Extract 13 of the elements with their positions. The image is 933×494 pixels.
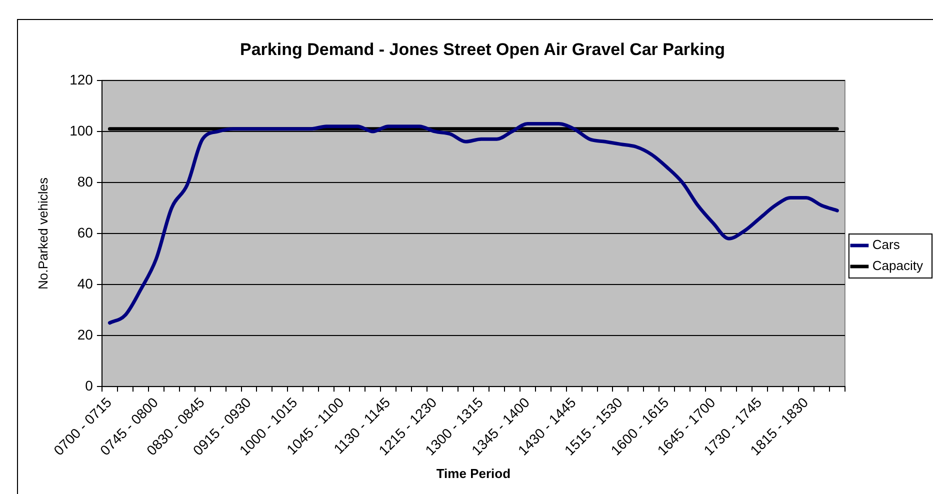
y-tick-label: 40: [77, 275, 94, 292]
legend-label: Cars: [872, 237, 900, 252]
y-tick-label: 20: [77, 326, 94, 342]
y-tick-label: 60: [77, 224, 94, 240]
chart-title: Parking Demand - Jones Street Open Air Gravel Car Parking: [240, 40, 725, 59]
y-tick-label: 120: [70, 71, 94, 88]
y-axis-title: No.Parked vehicles: [35, 177, 50, 290]
x-axis-title: Time Period: [436, 466, 511, 481]
y-tick-label: 100: [70, 122, 94, 138]
y-tick-label: 0: [85, 378, 94, 394]
line-series: [108, 122, 839, 325]
legend-label: Capacity: [872, 258, 924, 274]
y-tick-label: 80: [77, 173, 94, 190]
